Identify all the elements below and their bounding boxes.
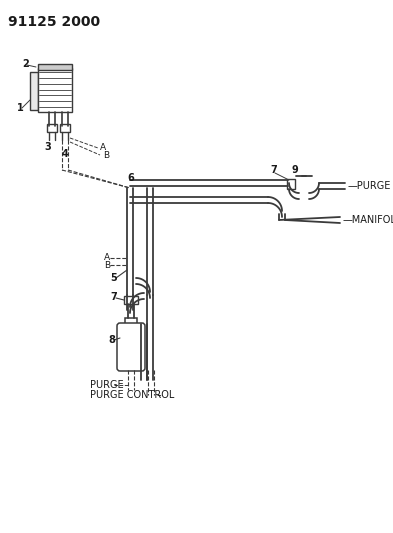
Bar	[124, 296, 138, 304]
Text: B: B	[104, 261, 110, 270]
Bar	[47, 124, 57, 132]
Bar	[125, 318, 137, 326]
Text: 8: 8	[108, 335, 115, 345]
Bar	[38, 68, 72, 112]
Bar	[38, 64, 72, 70]
Text: 3: 3	[44, 142, 51, 152]
Bar	[60, 124, 70, 132]
Text: A: A	[100, 142, 106, 151]
FancyBboxPatch shape	[117, 323, 145, 371]
Text: 6: 6	[127, 173, 134, 183]
Text: 2: 2	[22, 59, 29, 69]
Bar	[30, 72, 38, 110]
Text: 9: 9	[292, 165, 299, 175]
Text: 1: 1	[17, 103, 24, 113]
Text: PURGE: PURGE	[90, 380, 124, 390]
Text: 4: 4	[62, 149, 69, 159]
Text: —PURGE: —PURGE	[348, 181, 391, 191]
Text: —MANIFOLD: —MANIFOLD	[343, 215, 393, 225]
Text: 7: 7	[270, 165, 277, 175]
Text: 91125 2000: 91125 2000	[8, 15, 100, 29]
Text: 5: 5	[110, 273, 117, 283]
Text: PURGE CONTROL: PURGE CONTROL	[90, 390, 174, 400]
Text: B: B	[103, 150, 109, 159]
Bar	[287, 179, 295, 189]
Text: A: A	[104, 254, 110, 262]
Text: 7: 7	[110, 292, 117, 302]
